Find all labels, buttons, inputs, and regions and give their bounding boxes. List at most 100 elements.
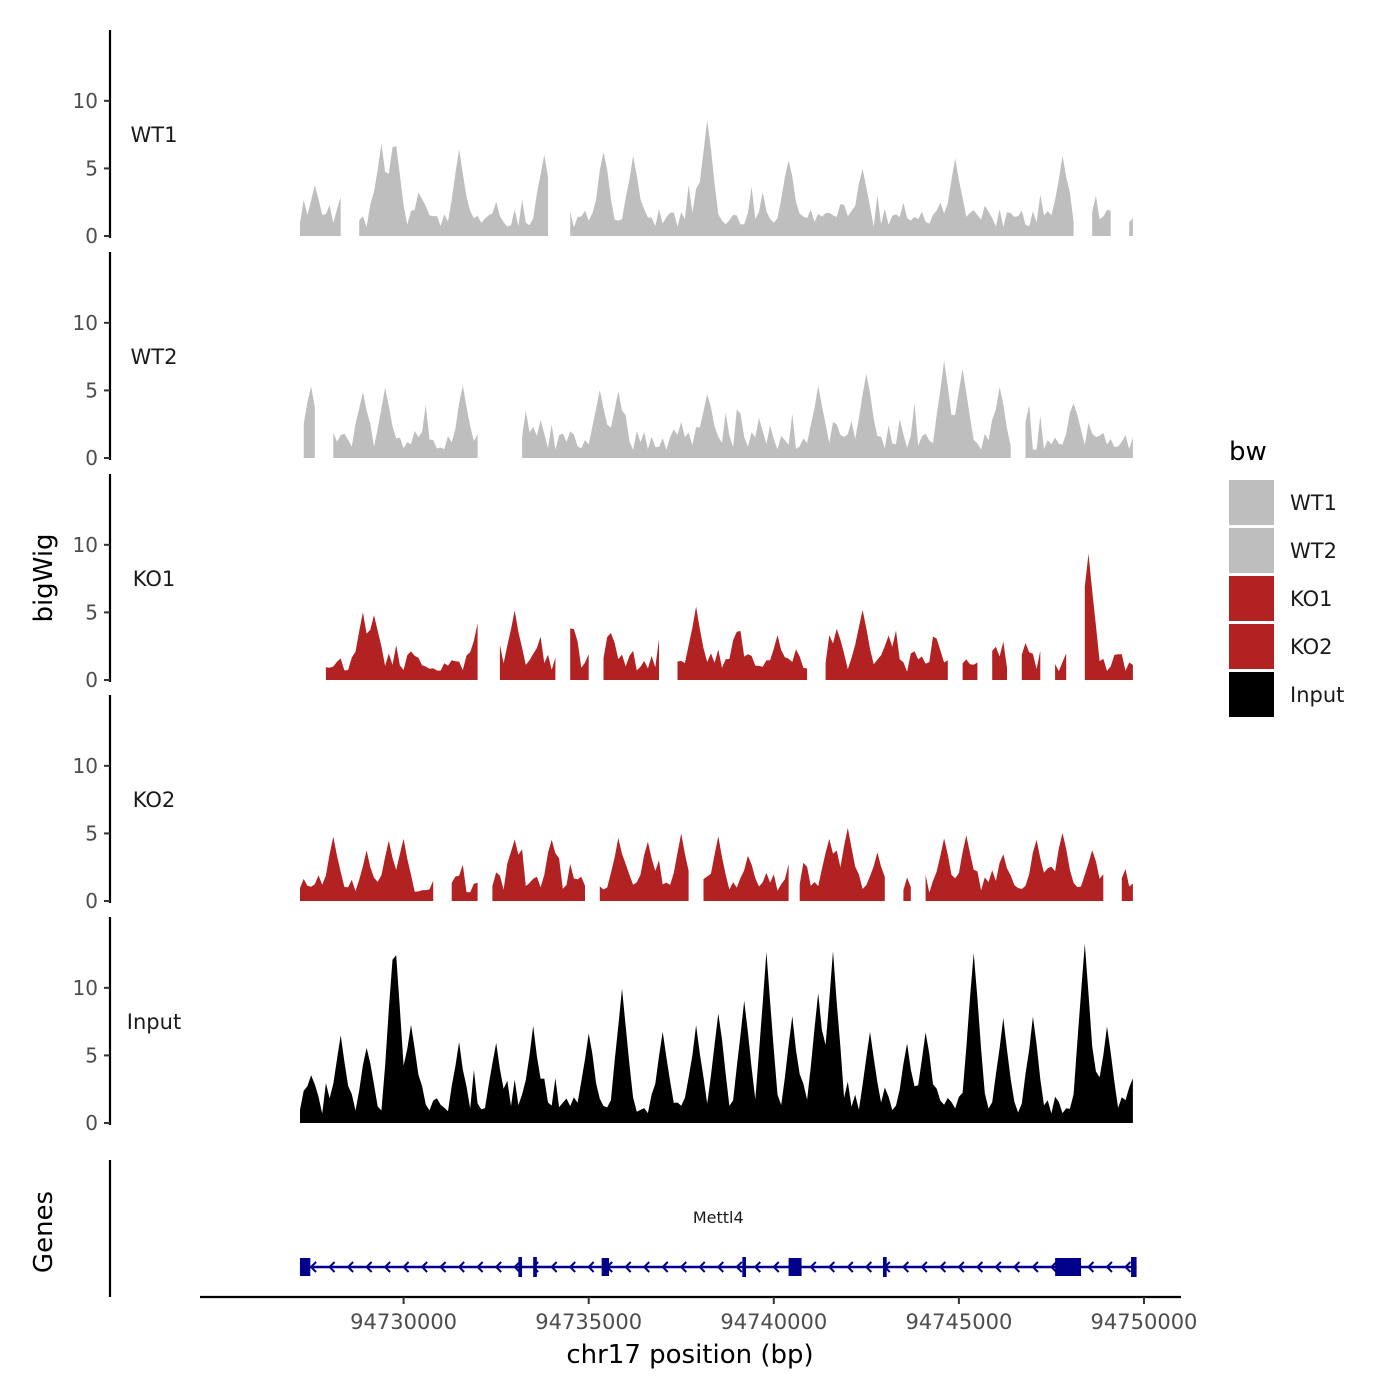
coverage-area-input-0 xyxy=(300,943,1133,1123)
coverage-area-ko1-8 xyxy=(1021,643,1041,680)
legend: bw WT1 WT2 KO1 KO2 Input xyxy=(1229,437,1344,717)
strand-arrow xyxy=(1013,1261,1021,1273)
gene-exon xyxy=(518,1257,523,1277)
coverage-area-wt1-4 xyxy=(1129,218,1133,236)
y-tick-label: 10 xyxy=(73,311,98,335)
legend-key-wt1 xyxy=(1229,480,1274,525)
strand-arrow xyxy=(679,1261,687,1273)
coverage-area-ko1-1 xyxy=(499,610,556,680)
coverage-area-ko1-0 xyxy=(325,612,478,680)
strand-arrow xyxy=(864,1261,873,1273)
strand-arrow xyxy=(346,1261,354,1273)
strand-arrow xyxy=(1031,1261,1039,1273)
y-tick-label: 10 xyxy=(73,89,98,113)
legend-key-wt2 xyxy=(1229,528,1274,573)
gene-exon xyxy=(882,1257,887,1277)
strand-arrow xyxy=(457,1261,465,1273)
strand-arrow xyxy=(809,1261,817,1273)
track-ko1: 0 5 10 KO1 xyxy=(73,474,1133,692)
coverage-area-ko2-0 xyxy=(300,836,434,901)
strand-arrow xyxy=(846,1261,854,1273)
x-tick-label: 94735000 xyxy=(535,1310,642,1334)
coverage-area-wt1-2 xyxy=(570,120,1074,236)
legend-key-ko2 xyxy=(1229,624,1274,669)
y-tick-label: 5 xyxy=(85,1043,98,1067)
strand-arrow xyxy=(624,1261,632,1273)
track-label-wt1: WT1 xyxy=(131,123,178,147)
strand-arrow xyxy=(383,1261,391,1273)
coverage-area-ko2-5 xyxy=(799,827,885,901)
strand-arrow xyxy=(938,1261,947,1273)
y-tick-label: 10 xyxy=(73,533,98,557)
x-tick-label: 94745000 xyxy=(905,1310,1012,1334)
legend-label-wt1: WT1 xyxy=(1290,491,1337,515)
gene-exon xyxy=(601,1258,610,1276)
coverage-area-wt2-3 xyxy=(1025,403,1133,458)
strand-arrow xyxy=(975,1261,984,1273)
y-tick-label: 5 xyxy=(85,600,98,624)
coverage-area-ko2-6 xyxy=(903,877,911,901)
strand-arrow xyxy=(901,1261,910,1273)
strand-arrow xyxy=(827,1261,836,1273)
coverage-area-ko1-5 xyxy=(825,610,948,680)
gene-name-label: Mettl4 xyxy=(693,1208,744,1227)
coverage-area-wt2-0 xyxy=(303,386,315,458)
coverage-area-wt2-2 xyxy=(522,360,1011,458)
y-tick-label: 0 xyxy=(85,889,98,913)
tracks-layer: 0 5 10 WT1 0 5 10 WT2 0 5 10 KO1 0 5 10 KO2 0 5 10 Input xyxy=(73,30,1133,1135)
legend-label-input: Input xyxy=(1290,683,1344,707)
strand-arrow xyxy=(513,1261,521,1273)
coverage-area-ko2-4 xyxy=(703,836,789,901)
track-label-wt2: WT2 xyxy=(131,345,178,369)
coverage-area-ko2-2 xyxy=(492,839,585,901)
strand-arrow xyxy=(994,1261,1002,1273)
coverage-area-ko2-8 xyxy=(1121,869,1133,901)
strand-arrow xyxy=(439,1261,447,1273)
track-ko2: 0 5 10 KO2 xyxy=(73,695,1133,913)
y-tick-label: 5 xyxy=(85,156,98,180)
track-wt1: 0 5 10 WT1 xyxy=(73,30,1133,248)
coverage-area-ko2-7 xyxy=(925,832,1104,901)
y-tick-label: 5 xyxy=(85,378,98,402)
y-tick-label: 10 xyxy=(73,976,98,1000)
strand-arrow xyxy=(642,1261,650,1273)
gene-mettl4: Mettl4 xyxy=(299,1208,1137,1277)
y-tick-label: 0 xyxy=(85,446,98,470)
y-tick-label: 0 xyxy=(85,1111,98,1135)
coverage-area-wt1-0 xyxy=(300,185,341,236)
x-tick-label: 94730000 xyxy=(350,1310,457,1334)
genes-panel: Mettl4 xyxy=(108,1160,1137,1297)
coverage-area-ko1-3 xyxy=(603,633,659,680)
strand-arrow xyxy=(476,1261,484,1273)
strand-arrow xyxy=(661,1261,669,1273)
strand-arrow xyxy=(698,1261,706,1273)
track-input: 0 5 10 Input xyxy=(73,917,1133,1135)
track-label-ko2: KO2 xyxy=(133,788,176,812)
strand-arrow xyxy=(494,1261,502,1273)
coverage-area-wt1-3 xyxy=(1092,195,1111,236)
x-axis: 94730000 94735000 94740000 94745000 94750000 xyxy=(200,1295,1197,1334)
gene-exon xyxy=(1055,1258,1082,1276)
y-tick-label: 0 xyxy=(85,224,98,248)
coverage-area-ko1-4 xyxy=(677,606,808,680)
strand-arrow xyxy=(309,1261,317,1273)
genes-axis-title: Genes xyxy=(29,1191,59,1273)
strand-arrow xyxy=(420,1261,428,1273)
strand-arrow xyxy=(920,1261,928,1273)
strand-arrow xyxy=(550,1261,558,1273)
strand-arrow xyxy=(1087,1261,1095,1273)
coverage-area-ko1-7 xyxy=(992,641,1007,680)
strand-arrow xyxy=(716,1261,724,1273)
strand-arrow xyxy=(957,1261,965,1273)
track-label-ko1: KO1 xyxy=(133,567,176,591)
gene-exon xyxy=(533,1257,537,1277)
coverage-area-ko1-9 xyxy=(1055,653,1067,680)
legend-label-ko2: KO2 xyxy=(1290,635,1333,659)
coverage-area-ko2-1 xyxy=(451,864,478,901)
legend-key-ko1 xyxy=(1229,576,1274,621)
gene-exon xyxy=(742,1257,747,1277)
track-label-input: Input xyxy=(127,1010,181,1034)
legend-key-input xyxy=(1229,672,1274,717)
gene-exon xyxy=(788,1258,802,1276)
